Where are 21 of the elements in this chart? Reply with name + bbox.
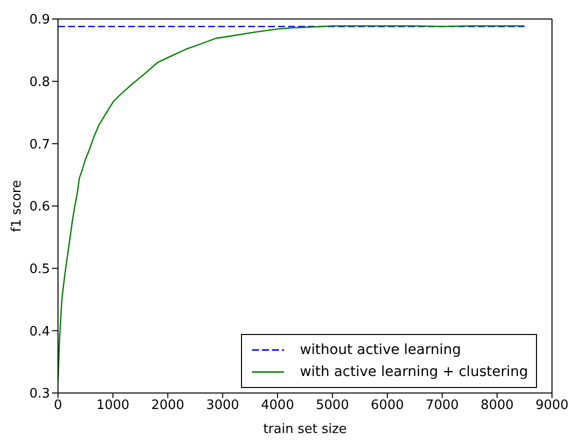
legend-label: with active learning + clustering — [300, 364, 528, 380]
y-tick-label: 0.5 — [29, 262, 50, 277]
x-tick-label: 9000 — [535, 398, 569, 414]
y-tick-label: 0.6 — [29, 200, 50, 215]
x-tick-label: 8000 — [480, 398, 514, 414]
y-tick-label: 0.7 — [29, 137, 50, 152]
x-tick-label: 7000 — [426, 398, 459, 414]
x-tick-label: 5000 — [316, 398, 349, 414]
legend-label: without active learning — [300, 342, 462, 358]
x-tick-label: 3000 — [206, 398, 240, 414]
x-tick-label: 0 — [54, 398, 62, 414]
x-tick-label: 2000 — [151, 398, 184, 414]
x-tick-label: 4000 — [261, 398, 294, 414]
y-tick-label: 0.3 — [29, 386, 50, 402]
x-tick-label: 1000 — [96, 398, 130, 414]
y-tick-label: 0.4 — [29, 324, 50, 340]
y-tick-label: 0.8 — [29, 74, 50, 90]
y-tick-label: 0.9 — [29, 12, 50, 28]
x-axis-title: train set size — [263, 422, 347, 437]
x-tick-label: 6000 — [370, 398, 404, 414]
y-axis-title: f1 score — [10, 180, 25, 232]
